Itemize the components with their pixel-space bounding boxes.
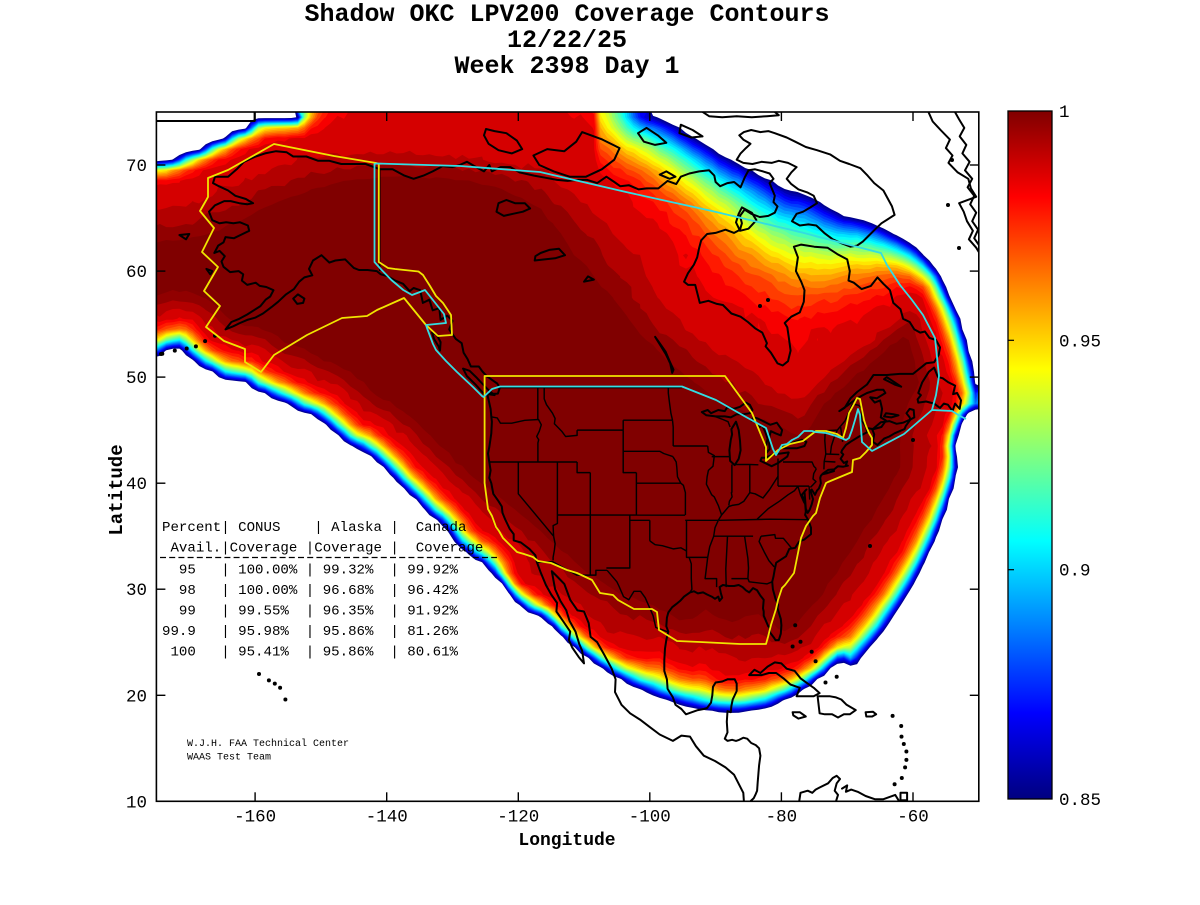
svg-text:70: 70: [126, 157, 147, 177]
svg-text:WAAS Test Team: WAAS Test Team: [187, 753, 271, 764]
svg-text:Week 2398 Day 1: Week 2398 Day 1: [454, 52, 679, 81]
svg-text:-120: -120: [497, 808, 539, 828]
svg-text:Percent| CONUS | Alaska |: Percent| CONUS | Alaska | Canada: [162, 520, 466, 536]
svg-text:-80: -80: [766, 808, 798, 828]
svg-text:Latitude: Latitude: [106, 444, 128, 535]
svg-text:-160: -160: [234, 808, 276, 828]
svg-text:0.95: 0.95: [1059, 332, 1101, 352]
svg-text:Shadow OKC LPV200 Coverage Con: Shadow OKC LPV200 Coverage Contours: [304, 0, 829, 29]
svg-text:-140: -140: [366, 808, 408, 828]
svg-text:40: 40: [126, 475, 147, 495]
svg-text:100 | 95.41% | 95.86% | 80: 100 | 95.41% | 95.86% | 80.61%: [162, 645, 459, 661]
svg-text:30: 30: [126, 581, 147, 601]
svg-text:0.9: 0.9: [1059, 562, 1091, 582]
svg-text:12/22/25: 12/22/25: [507, 26, 627, 55]
svg-text:-60: -60: [897, 808, 929, 828]
svg-text:Longitude: Longitude: [518, 831, 615, 851]
svg-text:1: 1: [1059, 103, 1070, 123]
svg-text:60: 60: [126, 263, 147, 283]
svg-text:95 | 100.00% | 99.32% | 99.: 95 | 100.00% | 99.32% | 99.92%: [162, 563, 459, 579]
svg-text:98 | 100.00% | 96.68% | 96.: 98 | 100.00% | 96.68% | 96.42%: [162, 583, 459, 599]
svg-text:W.J.H. FAA Technical Center: W.J.H. FAA Technical Center: [187, 738, 349, 750]
svg-text:10: 10: [126, 793, 147, 813]
svg-text:99 | 99.55% | 96.35% | 91.: 99 | 99.55% | 96.35% | 91.92%: [162, 604, 459, 620]
svg-text:Avail.|Coverage |Coverage | C: Avail.|Coverage |Coverage | Coverage: [162, 541, 483, 557]
svg-text:20: 20: [126, 687, 147, 707]
svg-text:99.9 | 95.98% | 95.86% | 8: 99.9 | 95.98% | 95.86% | 81.26%: [162, 624, 459, 640]
svg-text:0.85: 0.85: [1059, 791, 1101, 811]
svg-text:-100: -100: [629, 808, 671, 828]
svg-text:50: 50: [126, 369, 147, 389]
